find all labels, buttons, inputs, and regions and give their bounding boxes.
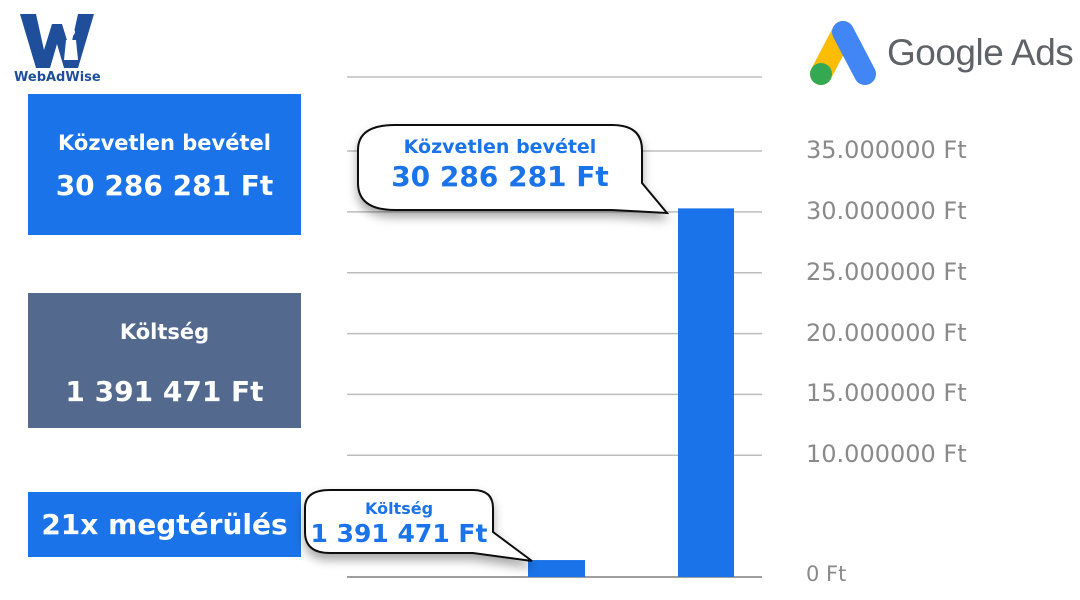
cost-card-value: 1 391 471 Ft (65, 375, 264, 408)
webadwise-logo: WebAdWise (14, 10, 114, 90)
bar-revenue (678, 208, 734, 578)
cost-callout-label: Költség (364, 499, 434, 518)
y-tick-label: 20.000000 Ft (806, 318, 967, 347)
y-tick-label: 25.000000 Ft (806, 257, 967, 286)
y-tick-label: 10.000000 Ft (806, 440, 967, 469)
brand-name: WebAdWise (14, 70, 101, 85)
y-tick-label: 35.000000 Ft (806, 136, 967, 164)
google-ads-icon (810, 21, 876, 85)
revenue-card: Közvetlen bevétel 30 286 281 Ft (28, 94, 301, 235)
y-tick-label: 30.000000 Ft (806, 196, 967, 225)
revenue-card-value: 30 286 281 Ft (55, 169, 274, 202)
roi-card: 21x megtérülés (28, 492, 301, 557)
revenue-callout-value: 30 286 281 Ft (391, 160, 609, 193)
revenue-card-label: Közvetlen bevétel (58, 131, 271, 155)
revenue-callout-label: Közvetlen bevétel (403, 136, 597, 158)
y-tick-label: 0 Ft (806, 562, 847, 586)
google-ads-logo: Google Ads (805, 18, 1075, 88)
google-ads-text: Google Ads (887, 32, 1074, 73)
webadwise-w-icon (20, 14, 94, 68)
cost-callout: Költség 1 391 471 Ft (307, 499, 491, 548)
revenue-callout: Közvetlen bevétel 30 286 281 Ft (360, 136, 640, 193)
cost-card-label: Költség (119, 320, 210, 344)
roi-card-label: 21x megtérülés (41, 508, 288, 541)
cost-card: Költség 1 391 471 Ft (28, 293, 301, 428)
y-tick-label: 15.000000 Ft (806, 379, 967, 408)
bar-cost (528, 560, 585, 577)
cost-callout-value: 1 391 471 Ft (310, 519, 488, 548)
